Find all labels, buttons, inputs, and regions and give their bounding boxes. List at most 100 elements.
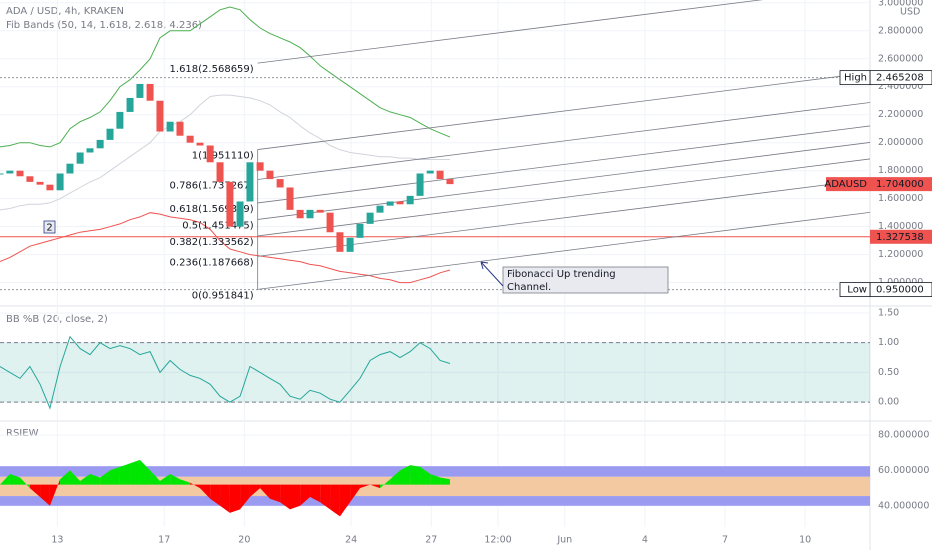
candle (56, 173, 64, 191)
candle (276, 179, 284, 188)
candle (256, 162, 264, 171)
candle (366, 212, 374, 224)
rsi-fill (269, 484, 281, 503)
candle (66, 163, 74, 174)
candle (136, 83, 144, 98)
candle (146, 83, 154, 101)
fib-line (257, 158, 871, 237)
axis-unit: USD (900, 7, 920, 18)
price-tag (870, 229, 932, 244)
x-tick-label: 24 (345, 535, 357, 546)
candle (376, 205, 384, 213)
rsi-fill (9, 473, 21, 485)
rsi-fill (190, 482, 201, 489)
rsi-fill (440, 477, 450, 485)
y-tick-label: 3.000000 (878, 0, 923, 8)
y-tick-label: 1.00 (878, 337, 899, 348)
candle (116, 111, 124, 129)
badge-text: 2 (46, 223, 52, 234)
rsi-fill (400, 465, 411, 485)
candle (246, 162, 254, 202)
candle (86, 148, 94, 153)
fib-line (257, 102, 871, 180)
y-tick-label: 80.000000 (878, 430, 929, 441)
annotation-text: Fibonacci Up trending Channel. (507, 269, 616, 293)
y-tick-label: 1.50 (878, 307, 899, 318)
fib-line (257, 72, 871, 150)
candle (286, 187, 294, 210)
y-tick-label: 1.800000 (878, 165, 923, 176)
x-tick-label: 12:00 (484, 535, 511, 546)
y-tick-label: 40.000000 (878, 500, 929, 511)
rsi-fill (290, 484, 301, 510)
rsi-fill (29, 484, 41, 497)
price-tag (870, 177, 932, 192)
rsi-fill (60, 470, 70, 485)
x-tick-label: Jun (556, 535, 572, 546)
fib-label: 1(1.951110) (192, 151, 254, 162)
y-tick-label: 1.200000 (878, 249, 923, 260)
y-tick-label: 2.200000 (878, 109, 923, 120)
rsi-fill (410, 465, 421, 485)
fib-label: 0.5(1.451475) (182, 220, 254, 231)
candle (196, 142, 204, 146)
rsi-fill (0, 473, 10, 485)
x-tick-label: 10 (799, 535, 811, 546)
candle (446, 179, 454, 185)
band-line (0, 94, 450, 211)
y-tick-label: 2.600000 (878, 53, 923, 64)
y-tick-label: 60.000000 (878, 465, 929, 476)
rsi-fill (170, 473, 180, 485)
candle (216, 162, 224, 182)
rsi-fill (200, 484, 211, 499)
fib-label: 0.236(1.187668) (170, 257, 254, 268)
candle (36, 181, 44, 185)
band-line (0, 212, 451, 284)
x-tick-label: 7 (722, 535, 728, 546)
rsi-fill (370, 484, 380, 489)
candle (336, 232, 344, 252)
rsi-band (0, 466, 870, 477)
rsi-fill (420, 466, 431, 485)
rsi-fill (280, 484, 290, 510)
rsi-fill (20, 477, 30, 489)
rsi-fill (159, 473, 171, 485)
candle (126, 97, 134, 112)
annotation-box (502, 266, 669, 294)
candle (386, 201, 394, 206)
price-tag-value: 0.950000 (876, 285, 924, 296)
rsi-fill (320, 484, 331, 510)
bb-zone (0, 342, 870, 403)
rsi-fill (100, 470, 111, 485)
rsi-fill (249, 484, 261, 497)
candle (436, 170, 444, 180)
candle (326, 212, 334, 233)
rsi-fill (49, 479, 61, 506)
rsi-fill (80, 473, 90, 485)
candle (166, 121, 174, 132)
rsi-fill (260, 484, 270, 499)
rsi-fill (379, 479, 391, 489)
rsi-fill (69, 470, 81, 485)
candle (266, 170, 274, 180)
bb-line (0, 335, 451, 410)
fib-label: 0.618(1.569389) (170, 204, 254, 215)
candle (46, 184, 54, 191)
fib-line (257, 0, 764, 64)
candle (96, 139, 104, 149)
fib-label: 0(0.951841) (192, 290, 254, 301)
y-tick-label: 2.000000 (878, 137, 923, 148)
x-tick-label: 20 (238, 535, 250, 546)
rsi-fill (210, 484, 221, 506)
candle (176, 121, 184, 136)
candle (226, 181, 234, 227)
rsi-fill (330, 484, 340, 517)
candle (16, 170, 24, 177)
rsi-fill (179, 479, 191, 485)
x-tick-label: 17 (158, 535, 170, 546)
price-tag-value: 1.327538 (876, 232, 924, 243)
price-tag-name-text: High (844, 73, 867, 84)
y-tick-label: 0.00 (878, 397, 899, 408)
